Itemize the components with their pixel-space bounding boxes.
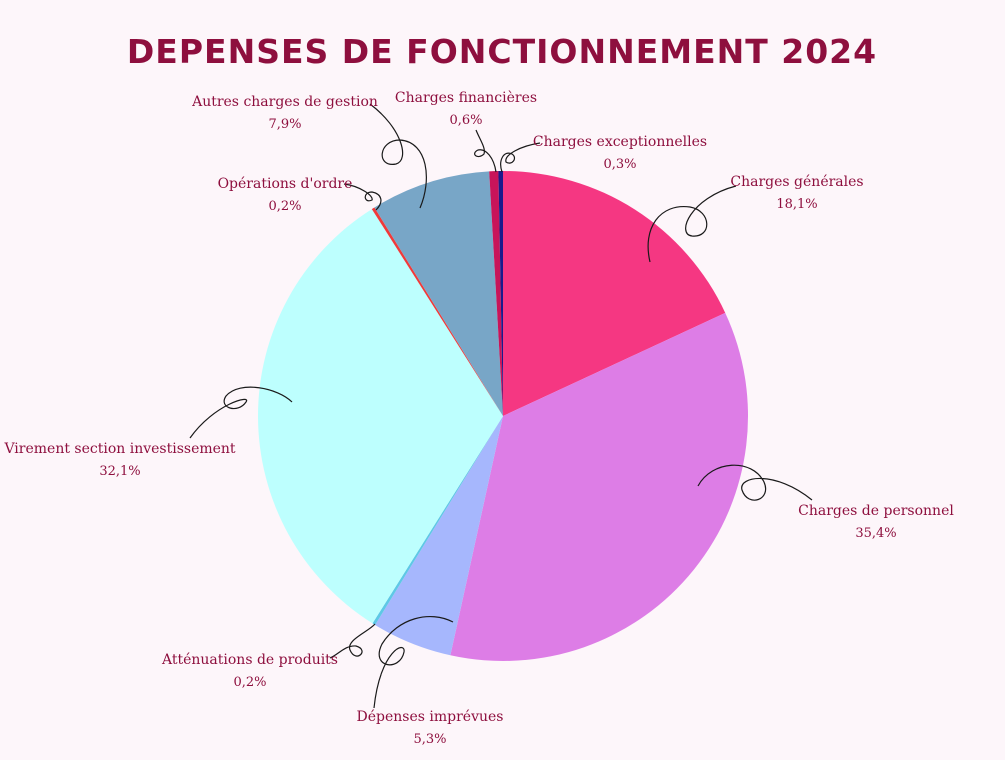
slice-name: Charges financières <box>395 90 537 106</box>
slice-value: 7,9% <box>268 117 301 132</box>
pie-slice-ordre <box>371 207 503 416</box>
pie-slice-generales <box>503 171 726 416</box>
slice-label-charges-exceptionnelles: Charges exceptionnelles 0,3% <box>533 134 707 172</box>
slice-value: 5,3% <box>413 732 446 747</box>
slice-name: Dépenses imprévues <box>357 709 504 725</box>
leader-charges-financieres <box>474 129 497 173</box>
slice-value: 0,2% <box>233 675 266 690</box>
leader-virement <box>189 386 293 439</box>
leader-lines <box>189 103 813 709</box>
slice-name: Charges de personnel <box>798 503 954 519</box>
slice-label-operations-ordre: Opérations d'ordre 0,2% <box>218 176 353 214</box>
leader-depenses-imprevues <box>373 615 454 709</box>
leader-autres-charges <box>369 103 427 209</box>
pie-slices <box>258 170 749 662</box>
slice-label-depenses-imprevues: Dépenses imprévues 5,3% <box>357 709 504 747</box>
slice-value: 18,1% <box>776 197 817 212</box>
slice-name: Opérations d'ordre <box>218 176 353 192</box>
slice-name: Charges exceptionnelles <box>533 134 707 150</box>
leader-attenuations <box>329 623 376 659</box>
slice-label-charges-financieres: Charges financières 0,6% <box>395 90 537 128</box>
slice-label-virement: Virement section investissement 32,1% <box>3 441 235 479</box>
slice-name: Autres charges de gestion <box>191 94 378 110</box>
slice-value: 0,2% <box>268 199 301 214</box>
pie-slice-imprevues <box>375 416 503 656</box>
slice-name: Virement section investissement <box>3 441 235 457</box>
pie-slice-personnel <box>450 312 749 662</box>
slice-label-autres-charges: Autres charges de gestion 7,9% <box>191 94 378 132</box>
leader-charges-personnel <box>697 464 813 501</box>
pie-slice-virement <box>258 209 503 624</box>
pie-slice-exceptionnelles <box>498 170 503 416</box>
pie-slice-attenuations <box>372 416 503 625</box>
slice-label-attenuations: Atténuations de produits 0,2% <box>161 652 338 690</box>
slice-name: Charges générales <box>730 174 863 190</box>
pie-slice-autres <box>374 171 503 416</box>
slice-value: 0,3% <box>603 157 636 172</box>
slice-label-charges-generales: Charges générales 18,1% <box>730 174 863 212</box>
slice-value: 35,4% <box>855 526 896 541</box>
slice-label-charges-personnel: Charges de personnel 35,4% <box>798 503 954 541</box>
leader-charges-generales <box>647 185 737 263</box>
leader-charges-exceptionnelles <box>500 142 541 173</box>
leader-operations-ordre <box>343 183 382 211</box>
slice-name: Atténuations de produits <box>161 652 338 668</box>
slice-value: 0,6% <box>449 113 482 128</box>
chart-title: DEPENSES DE FONCTIONNEMENT 2024 <box>127 32 877 71</box>
slice-value: 32,1% <box>99 464 140 479</box>
